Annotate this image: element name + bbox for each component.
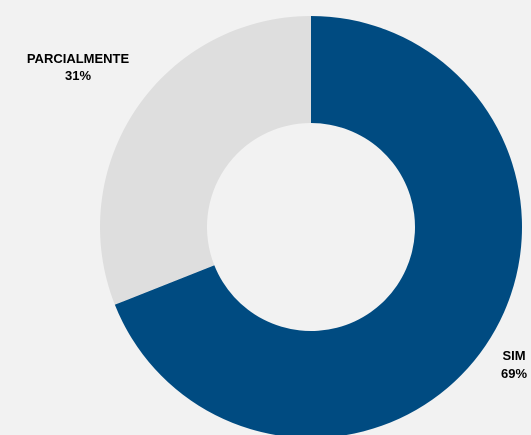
slice-label-sim: SIM 69% xyxy=(501,348,527,381)
slice-sim xyxy=(114,16,522,435)
slice-category-label: SIM xyxy=(502,348,525,363)
slice-labels: SIM 69% PARCIALMENTE 31% xyxy=(27,51,528,381)
slice-label-parcialmente: PARCIALMENTE 31% xyxy=(27,51,130,83)
slice-value-label: 69% xyxy=(501,366,527,381)
slice-category-label: PARCIALMENTE xyxy=(27,51,130,66)
donut-slices xyxy=(99,16,522,435)
slice-parcialmente xyxy=(99,16,311,305)
slice-value-label: 31% xyxy=(65,68,91,83)
